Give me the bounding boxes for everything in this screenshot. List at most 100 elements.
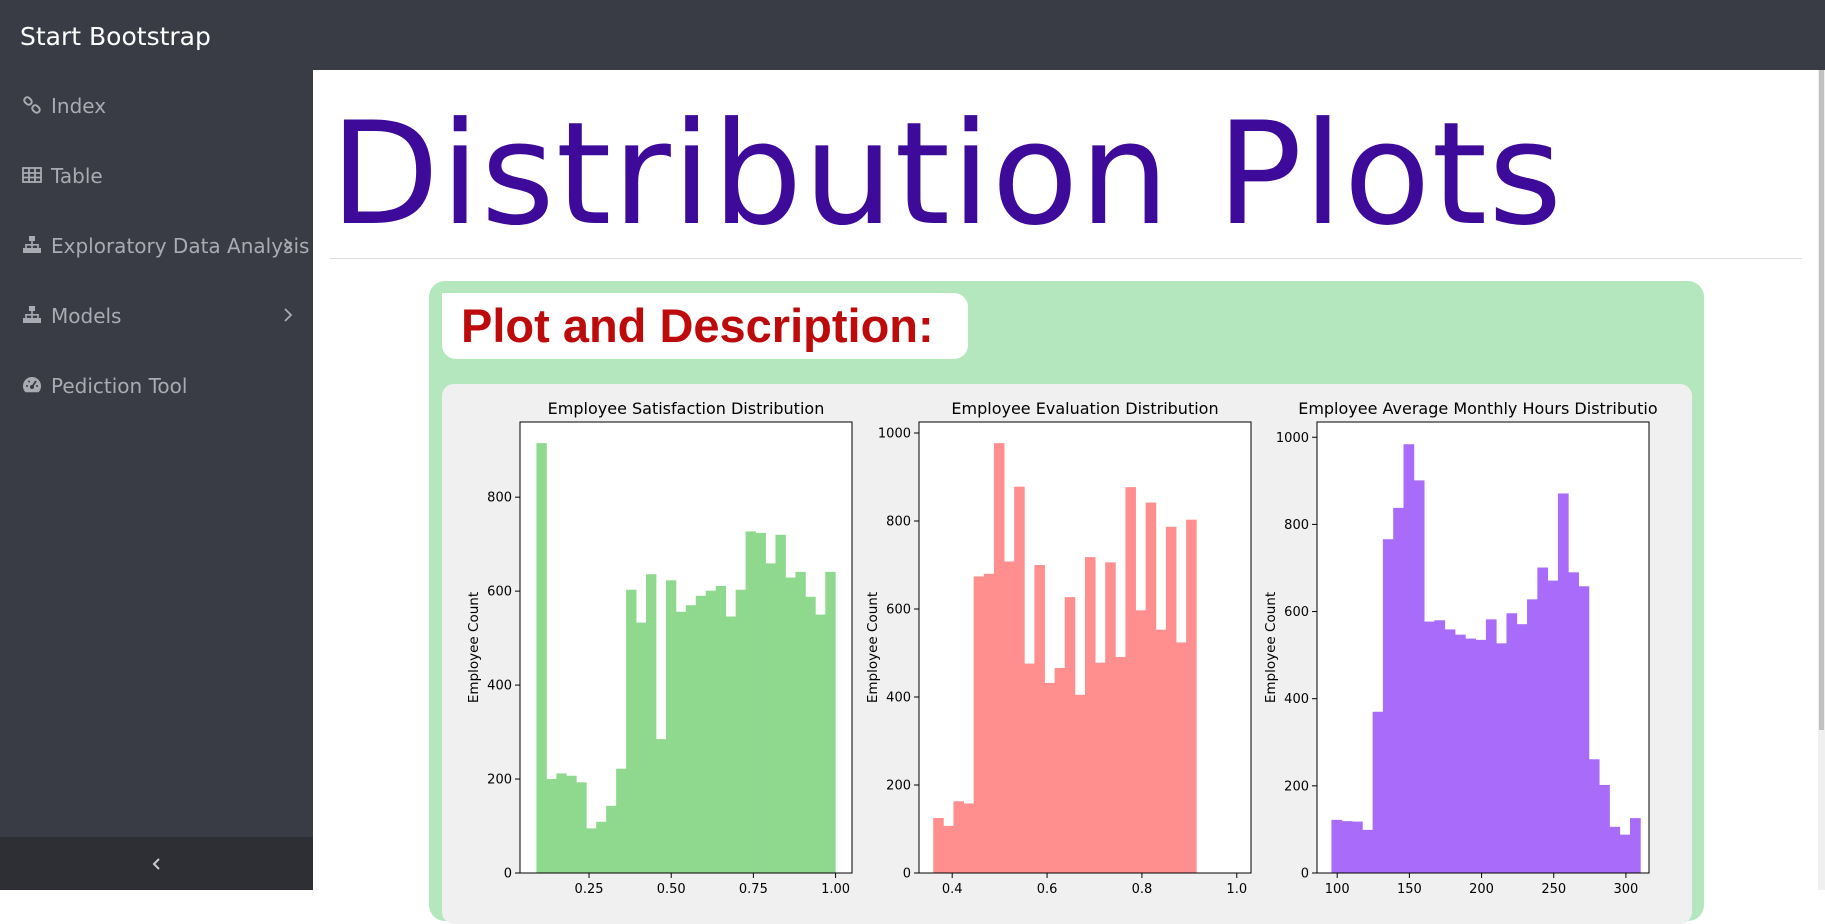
y-tick-label: 600 — [487, 585, 512, 600]
histogram-bar — [566, 775, 577, 873]
histogram-bar — [775, 534, 786, 873]
histogram-bar — [596, 821, 607, 873]
y-tick-label: 0 — [1301, 867, 1309, 882]
histogram-bar — [1372, 711, 1384, 873]
histogram-bar — [536, 443, 547, 873]
sidebar-item-label: Table — [51, 164, 103, 188]
histogram-bar — [1165, 526, 1177, 873]
histogram-bar — [963, 803, 975, 873]
histogram-bar — [1382, 539, 1394, 873]
page-scrollbar-thumb[interactable] — [1819, 70, 1824, 730]
chart-satisfaction: 0 200 400 600 800 0.25 0.50 0.75 1.00 Employee Sa… — [442, 384, 860, 924]
histogram-bar — [1341, 821, 1353, 873]
sitemap-icon — [23, 236, 41, 253]
histogram-bar — [1547, 580, 1559, 873]
histogram-bar — [825, 571, 836, 873]
sidebar-item-prediction-tool[interactable]: Pediction Tool — [0, 350, 313, 420]
y-tick-label: 1000 — [1276, 431, 1309, 446]
histogram-bar — [1331, 819, 1343, 873]
histogram-bar — [785, 577, 796, 873]
histogram-bar — [953, 801, 964, 873]
brand-link[interactable]: Start Bootstrap — [20, 22, 211, 51]
axes-frame — [918, 421, 1252, 874]
plot-description-card: Plot and Description: 0 200 400 600 800 0.25 0… — [429, 281, 1704, 924]
histogram-bar — [765, 563, 776, 873]
histogram-bar — [1619, 834, 1631, 873]
histogram-bar — [1413, 480, 1425, 873]
y-axis-label: Employee Count — [865, 592, 881, 703]
histogram-bar — [745, 531, 756, 873]
histogram-bar — [1527, 599, 1538, 873]
sidebar-toggle-bar — [0, 837, 313, 890]
y-tick-label: 200 — [487, 773, 512, 788]
histogram-bar — [636, 622, 647, 873]
histogram-bar — [556, 773, 567, 873]
histogram-bar — [1537, 567, 1549, 873]
histogram-bar — [1084, 557, 1096, 873]
histogram-bar — [675, 611, 687, 873]
histogram-bar — [1004, 561, 1015, 873]
histogram-bar — [1578, 586, 1590, 873]
histogram-bar — [1393, 507, 1404, 873]
histogram-bar — [983, 573, 995, 873]
histogram-bar — [943, 825, 954, 873]
histogram-bar — [1506, 613, 1518, 873]
chart-monthly-hours: 0 200 400 600 800 1000 100 150 200 250 300 Employee… — [1239, 384, 1657, 924]
histogram-bar — [1044, 682, 1056, 873]
histogram-bar — [606, 805, 617, 873]
histogram-bar — [805, 596, 816, 873]
sidebar-item-models[interactable]: Models — [0, 280, 313, 350]
histogram-bar — [546, 779, 557, 873]
histogram-bar — [1609, 826, 1621, 873]
histogram-bar — [1424, 621, 1435, 873]
y-tick-label: 400 — [886, 691, 911, 706]
chevron-right-icon — [284, 308, 293, 322]
dashboard-icon — [22, 377, 42, 393]
y-tick-label: 200 — [1284, 779, 1309, 794]
chart-title: Employee Average Monthly Hours Distribut… — [1298, 399, 1657, 418]
chevron-left-icon[interactable] — [150, 855, 164, 873]
chart-evaluation: 0 200 400 600 800 1000 0.4 0.6 0.8 1.0 Employee Ev… — [841, 384, 1259, 924]
histogram-bar — [1599, 784, 1610, 873]
histogram-bar — [815, 614, 826, 873]
histogram-bar — [1362, 829, 1374, 873]
card-heading: Plot and Description: — [461, 299, 934, 352]
page-title: Distribution Plots — [330, 92, 1564, 257]
sidebar-item-label: Models — [51, 304, 122, 328]
sidebar-item-label: Index — [51, 94, 107, 118]
histogram-bar — [933, 818, 944, 873]
histogram-bar — [1064, 597, 1076, 873]
histogram-bar — [1568, 572, 1579, 873]
histogram-bar — [705, 590, 717, 873]
histogram-bar — [1434, 620, 1446, 873]
histogram-bar — [1465, 638, 1476, 873]
sidebar-item-exploratory-data-analysis[interactable]: Exploratory Data Analysis — [0, 210, 313, 280]
histogram-bar — [695, 595, 707, 873]
histogram-bar — [1475, 639, 1487, 873]
histogram-bar — [1516, 624, 1528, 873]
histogram-bar — [1176, 642, 1187, 873]
histogram-bar — [616, 768, 627, 873]
top-navbar: Start Bootstrap — [0, 0, 1825, 70]
card-heading-container: Plot and Description: — [442, 293, 968, 359]
plot-panel: 0 200 400 600 800 0.25 0.50 0.75 1.00 Employee Sa… — [442, 384, 1692, 924]
y-axis-label: Employee Count — [466, 592, 482, 703]
table-icon — [22, 167, 42, 183]
histogram-bar — [1034, 565, 1045, 873]
histogram-bar — [1135, 610, 1147, 873]
histogram-bar — [715, 585, 727, 873]
histogram-bar — [795, 571, 806, 873]
sidebar-item-table[interactable]: Table — [0, 140, 313, 210]
y-tick-label: 600 — [1284, 605, 1309, 620]
y-tick-label: 800 — [886, 515, 911, 530]
chevron-right-icon — [284, 238, 293, 252]
y-axis-label: Employee Count — [1263, 592, 1279, 703]
sidebar-item-index[interactable]: Index — [0, 70, 313, 140]
histogram-bar — [646, 574, 657, 873]
histogram-bar — [1352, 821, 1363, 873]
chart-title: Employee Satisfaction Distribution — [548, 399, 825, 418]
histogram-bar — [665, 580, 677, 873]
histogram-bar — [1125, 487, 1136, 873]
